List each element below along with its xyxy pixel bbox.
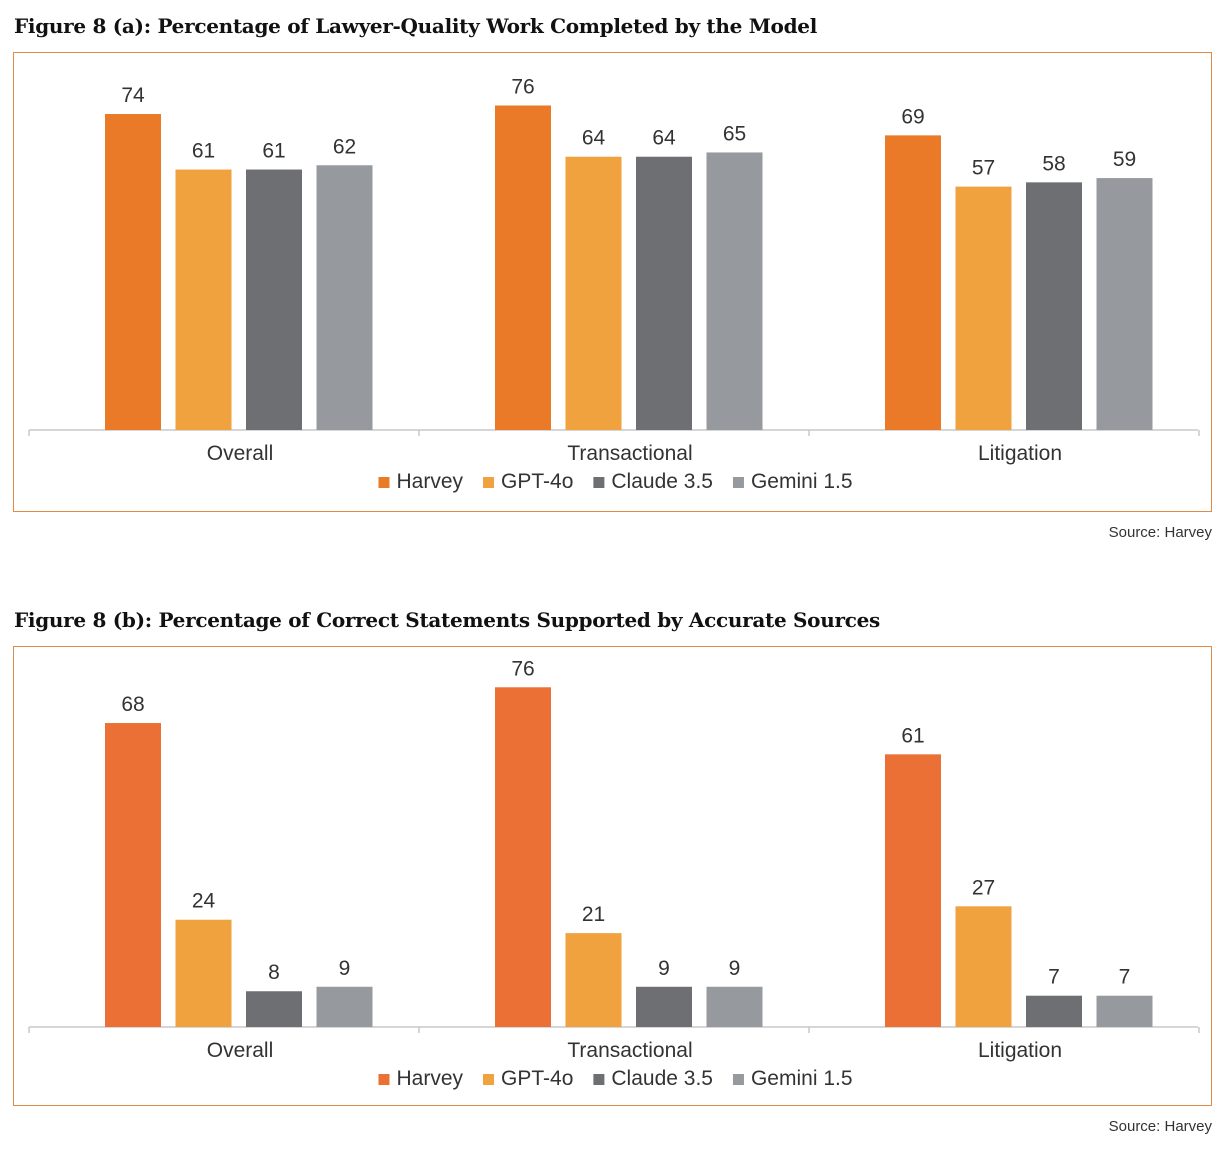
bar-harvey-overall (105, 114, 161, 430)
data-label-gpt-4o-transactional: 21 (582, 903, 605, 926)
bar-claude-3-5-litigation (1026, 995, 1082, 1027)
bar-harvey-overall (105, 723, 161, 1027)
bar-gpt-4o-litigation (955, 906, 1012, 1027)
category-label-litigation: Litigation (978, 1039, 1062, 1062)
bar-harvey-litigation (885, 135, 941, 430)
data-label-harvey-overall: 68 (121, 693, 144, 716)
legend-label-gpt-4o: GPT-4o (501, 1067, 573, 1090)
bar-gemini-1-5-transactional (706, 986, 763, 1027)
legend: Harvey GPT-4o Claude 3.5 Gemini 1.5 (378, 1067, 853, 1090)
chart-a-plot: 74 61 61 62 Overall 76 64 64 65 Transactional 69 57… (28, 75, 1200, 493)
category-label-overall: Overall (207, 442, 274, 465)
bar-claude-3-5-litigation (1026, 182, 1082, 430)
data-label-claude-3-5-litigation: 7 (1048, 966, 1060, 989)
data-label-harvey-transactional: 76 (511, 657, 534, 680)
chart-b-plot: 68 24 8 9 Overall 76 21 9 9 Transactional 61 27 7 7 Li… (28, 657, 1200, 1090)
data-label-gpt-4o-litigation: 57 (972, 157, 995, 180)
category-label-overall: Overall (207, 1039, 274, 1062)
data-label-claude-3-5-overall: 8 (268, 961, 280, 984)
data-label-harvey-litigation: 69 (901, 105, 924, 128)
legend-label-gemini-1-5: Gemini 1.5 (751, 1067, 853, 1090)
legend-swatch-gemini-1-5 (732, 477, 744, 488)
chart-b-frame: 68 24 8 9 Overall 76 21 9 9 Transactional 61 27 7 7 Li… (13, 646, 1212, 1106)
bar-gemini-1-5-litigation (1096, 178, 1153, 430)
data-label-gemini-1-5-transactional: 65 (723, 122, 746, 145)
legend-label-harvey: Harvey (396, 1067, 463, 1090)
data-label-harvey-transactional: 76 (511, 75, 534, 98)
data-label-claude-3-5-overall: 61 (262, 140, 285, 163)
bar-gemini-1-5-overall (316, 986, 373, 1027)
bar-harvey-litigation (885, 754, 941, 1027)
legend-label-claude-3-5: Claude 3.5 (611, 1067, 713, 1090)
category-label-transactional: Transactional (567, 442, 692, 465)
bar-gpt-4o-overall (175, 919, 232, 1027)
bar-claude-3-5-overall (246, 169, 302, 430)
bar-gemini-1-5-litigation (1096, 995, 1153, 1027)
data-label-gpt-4o-overall: 61 (192, 140, 215, 163)
data-label-gemini-1-5-transactional: 9 (729, 957, 741, 980)
legend-swatch-harvey (378, 477, 390, 488)
legend-swatch-gemini-1-5 (732, 1074, 744, 1085)
data-label-harvey-litigation: 61 (901, 724, 924, 747)
data-label-harvey-overall: 74 (121, 84, 145, 107)
bar-gpt-4o-litigation (955, 186, 1012, 430)
data-label-gemini-1-5-overall: 62 (333, 135, 356, 158)
figure-b-title: Figure 8 (b): Percentage of Correct Stat… (14, 608, 880, 632)
legend-label-harvey: Harvey (396, 470, 463, 493)
data-label-gpt-4o-litigation: 27 (972, 876, 995, 899)
bar-gemini-1-5-overall (316, 165, 373, 430)
data-label-gpt-4o-overall: 24 (192, 890, 216, 913)
legend-label-gemini-1-5: Gemini 1.5 (751, 470, 853, 493)
bar-claude-3-5-transactional (636, 986, 692, 1027)
bar-gpt-4o-overall (175, 169, 232, 430)
data-label-gpt-4o-transactional: 64 (582, 127, 606, 150)
bar-harvey-transactional (495, 105, 551, 431)
data-label-claude-3-5-transactional: 64 (652, 127, 676, 150)
legend-swatch-claude-3-5 (593, 477, 605, 488)
legend-swatch-harvey (378, 1074, 390, 1085)
legend-swatch-gpt-4o (483, 1074, 495, 1085)
legend-swatch-gpt-4o (483, 477, 495, 488)
bar-gpt-4o-transactional (565, 156, 622, 430)
legend-label-claude-3-5: Claude 3.5 (611, 470, 713, 493)
bar-gpt-4o-transactional (565, 933, 622, 1027)
figure-a-title: Figure 8 (a): Percentage of Lawyer-Quali… (14, 14, 817, 38)
bar-gemini-1-5-transactional (706, 152, 763, 430)
data-label-claude-3-5-transactional: 9 (658, 957, 670, 980)
figure-b-source: Source: Harvey (1108, 1118, 1212, 1135)
category-label-transactional: Transactional (567, 1039, 692, 1062)
chart-a-frame: 74 61 61 62 Overall 76 64 64 65 Transactional 69 57… (13, 52, 1212, 512)
figure-a-source: Source: Harvey (1108, 524, 1212, 541)
bar-claude-3-5-transactional (636, 156, 692, 430)
data-label-gemini-1-5-litigation: 59 (1113, 148, 1136, 171)
bar-claude-3-5-overall (246, 991, 302, 1027)
data-label-claude-3-5-litigation: 58 (1042, 152, 1065, 175)
legend-label-gpt-4o: GPT-4o (501, 470, 573, 493)
data-label-gemini-1-5-overall: 9 (339, 957, 351, 980)
data-label-gemini-1-5-litigation: 7 (1119, 966, 1131, 989)
legend-swatch-claude-3-5 (593, 1074, 605, 1085)
bar-harvey-transactional (495, 687, 551, 1027)
legend: Harvey GPT-4o Claude 3.5 Gemini 1.5 (378, 470, 853, 493)
category-label-litigation: Litigation (978, 442, 1062, 465)
